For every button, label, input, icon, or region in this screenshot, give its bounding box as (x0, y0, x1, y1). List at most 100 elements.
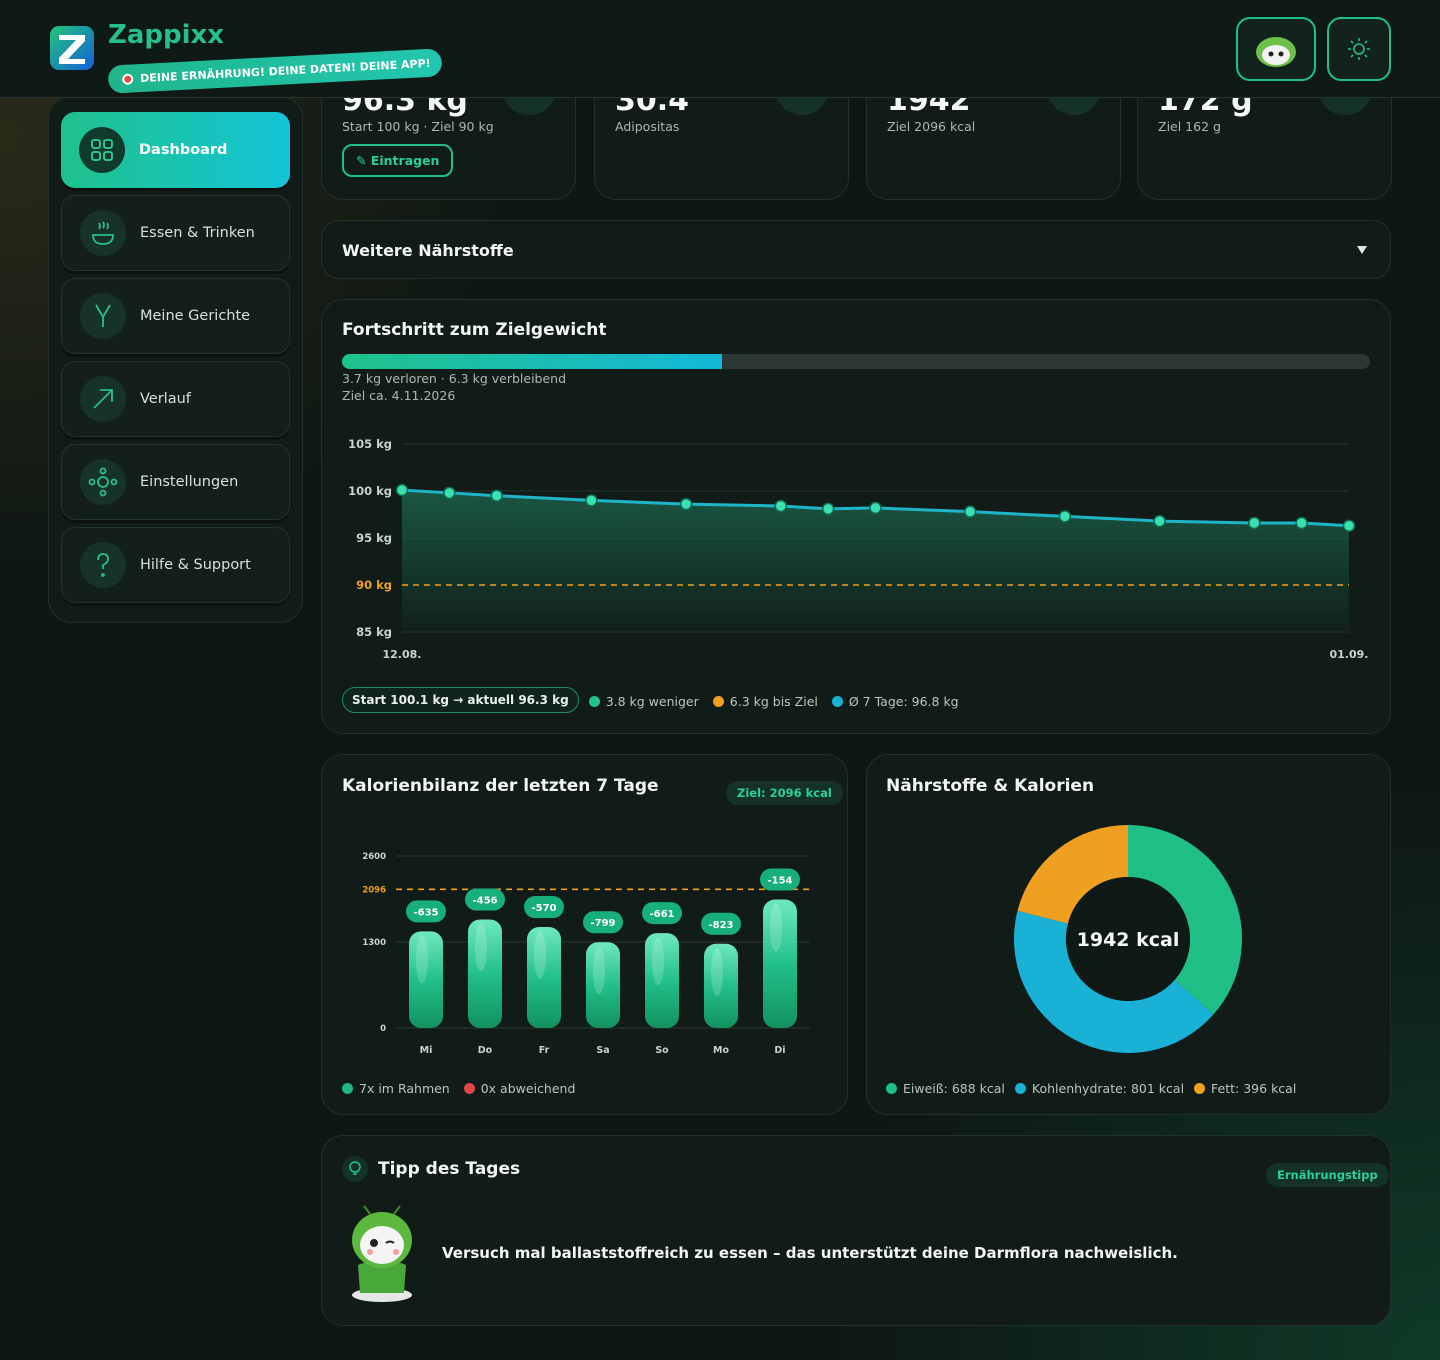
nav-item[interactable]: Dashboard (61, 112, 290, 188)
bar-gloss (534, 931, 546, 980)
bar (409, 931, 443, 1028)
icon (92, 221, 114, 245)
logo (50, 26, 94, 70)
bar (468, 919, 502, 1028)
stat-detail: Ziel 162 g (1158, 119, 1221, 134)
accordion-title: Weitere Nährstoffe (342, 241, 514, 260)
tip-card (321, 1135, 1391, 1326)
point (963, 505, 977, 518)
y-tick-label: 2600 (362, 852, 386, 862)
area (402, 490, 1349, 632)
nav-label: Einstellungen (140, 474, 239, 490)
nav-item[interactable]: Einstellungen (61, 444, 290, 520)
x-tick-label: 12.08. (383, 648, 422, 661)
x-tick-label: Do (478, 1045, 493, 1056)
header: Zappixx DEINE ERNÄHRUNG! DEINE DATEN! DE… (0, 0, 1440, 98)
nav-label: Verlauf (140, 391, 191, 407)
tip-text: Versuch mal ballaststoffreich zu essen –… (442, 1244, 1178, 1262)
donut-segment (1017, 825, 1130, 925)
legend-dot (1194, 1083, 1206, 1094)
donut-segment (1014, 910, 1214, 1053)
avatar-button[interactable] (1236, 17, 1316, 81)
mascot (352, 1205, 412, 1302)
tip-title: Tipp des Tages (378, 1159, 521, 1179)
donut-segment (1127, 825, 1242, 1015)
point (490, 489, 503, 502)
legend-label: 3.8 kg weniger (605, 693, 699, 709)
nav-item[interactable]: Verlauf (61, 361, 290, 437)
donut-chart: 1942 kcal (1014, 825, 1242, 1053)
data-label: -635 (413, 907, 438, 918)
data-label: -661 (649, 909, 674, 920)
progress-eta: Ziel ca. 4.11.2026 (342, 388, 456, 403)
calorie-title: Kalorienbilanz der letzten 7 Tage (342, 776, 659, 796)
bar-gloss (652, 937, 664, 986)
bar (645, 933, 679, 1028)
label-pill (701, 912, 741, 935)
label-pill (406, 900, 446, 923)
data-label: -154 (767, 876, 792, 887)
x-tick-label: So (655, 1045, 669, 1056)
bar-gloss (711, 947, 723, 996)
theme-button[interactable] (1327, 17, 1391, 81)
icon (88, 467, 118, 497)
point (679, 497, 693, 511)
tagline-text: DEINE ERNÄHRUNG! DEINE DATEN! DEINE APP! (139, 56, 431, 85)
legend-label: Fett: 396 kcal (1211, 1081, 1297, 1096)
accordion[interactable]: Weitere Nährstoffe (321, 220, 1391, 279)
goal-badge: Ziel: 2096 kcal (726, 781, 843, 805)
nav-label: Hilfe & Support (140, 557, 251, 573)
nav-item[interactable]: Essen & Trinken (61, 195, 290, 271)
legend-item: 6.3 kg bis Ziel (712, 693, 818, 709)
x-tick-label: Fr (539, 1045, 550, 1056)
legend-label: Ø 7 Tage: 96.8 kg (848, 693, 959, 709)
nutrient-legend: Eiweiß: 688 kcal Kohlenhydrate: 801 kcal F… (886, 1078, 1306, 1097)
legend-item: Fett: 396 kcal (1194, 1081, 1296, 1096)
point (1248, 516, 1261, 530)
bar (527, 927, 561, 1028)
point (1342, 519, 1356, 533)
calorie-card (321, 754, 848, 1115)
nav-item[interactable]: Hilfe & Support (61, 527, 290, 603)
legend-item: 0x abweichend (463, 1081, 576, 1096)
stat-detail: Adipositas (615, 119, 680, 134)
point (1058, 510, 1072, 523)
nav-item[interactable]: Meine Gerichte (61, 278, 290, 354)
nav-icon (80, 293, 126, 339)
legend-item: Kohlenhydrate: 801 kcal (1014, 1081, 1184, 1096)
y-tick-label: 90 kg (356, 578, 392, 592)
legend-dot (588, 695, 600, 707)
nav-icon (80, 459, 126, 505)
nav-icon (80, 210, 126, 256)
x-tick-label: Di (774, 1045, 785, 1056)
nav-label: Meine Gerichte (140, 308, 251, 324)
bar (763, 899, 797, 1028)
weight-title: Fortschritt zum Zielgewicht (342, 320, 607, 340)
label-pill (642, 902, 682, 925)
label-pill (465, 888, 505, 911)
legend-label: 6.3 kg bis Ziel (729, 693, 818, 709)
nav-icon (80, 376, 126, 422)
legend-dot (463, 1083, 475, 1094)
nav-icon (80, 542, 126, 588)
x-tick-label: Mo (713, 1045, 729, 1056)
y-tick-label: 100 kg (348, 484, 392, 498)
calorie-chart: 0 1300 2096 2600 -635 Mi -456 Do -570 Fr -799 Sa -66… (362, 852, 810, 1056)
progress-summary: 3.7 kg verloren · 6.3 kg verbleibend (342, 371, 567, 386)
x-tick-label: Mi (420, 1045, 433, 1056)
chevron (1357, 246, 1367, 254)
entry-button[interactable]: ✎ Eintragen (342, 144, 454, 177)
legend-label: 0x abweichend (480, 1081, 576, 1096)
point (1295, 516, 1308, 530)
x-tick-label: 01.09. (1330, 648, 1369, 661)
label-pill (760, 868, 800, 891)
nutrient-title: Nährstoffe & Kalorien (886, 776, 1095, 796)
icon (95, 304, 111, 327)
y-tick-label: 0 (380, 1024, 386, 1034)
point (1153, 514, 1166, 528)
nav-label: Essen & Trinken (140, 225, 255, 241)
legend-item: 3.8 kg weniger (588, 693, 699, 709)
y-tick-label: 95 kg (356, 531, 392, 545)
progress-track (342, 354, 1370, 369)
legend-dot (342, 1083, 353, 1094)
